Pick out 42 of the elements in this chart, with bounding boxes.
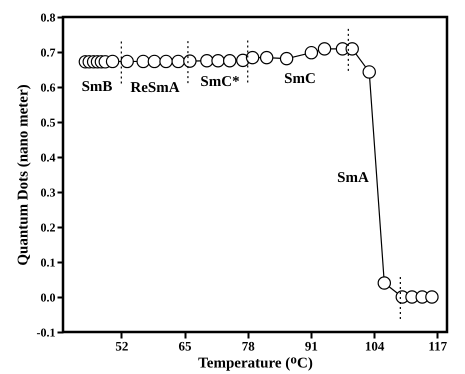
y-tick-label: 0.8: [40, 10, 56, 24]
y-tick-label: 0.5: [40, 116, 56, 130]
x-tick-label: 52: [115, 338, 128, 354]
y-axis-title: Quantum Dots (nano meter): [16, 84, 32, 266]
y-tick-label: 0.7: [40, 46, 56, 60]
x-tick-label: 117: [428, 338, 448, 354]
y-tick-label: 0.2: [40, 220, 56, 234]
point: [148, 54, 162, 68]
point: [200, 54, 214, 68]
point: [120, 54, 134, 68]
y-tick-label: 0.3: [40, 186, 56, 200]
point: [378, 276, 392, 290]
point: [280, 52, 294, 66]
point: [183, 54, 197, 68]
point: [345, 42, 359, 56]
point: [425, 290, 439, 304]
annotation: SmA: [337, 170, 369, 186]
point: [362, 65, 376, 79]
point: [318, 42, 332, 56]
x-tick-label: 78: [242, 338, 256, 354]
point: [136, 54, 150, 68]
y-tick-label: 0.6: [40, 80, 56, 94]
y-tick-label: -0.1: [36, 326, 56, 340]
y-tick-label: 0.4: [40, 150, 56, 164]
x-tick-label: 91: [304, 338, 318, 354]
annotation: SmC: [284, 71, 316, 87]
x-tick-label: 104: [364, 338, 385, 354]
point: [260, 50, 274, 64]
y-tick-label: 0.0: [40, 290, 56, 304]
annotation: SmB: [82, 79, 112, 95]
x-axis-title: Temperature (ᴼC): [198, 356, 313, 372]
annotation: ReSmA: [130, 80, 180, 96]
x-tick-label: 65: [178, 338, 192, 354]
point: [223, 54, 236, 68]
point: [171, 54, 185, 68]
point: [106, 54, 120, 68]
point: [211, 54, 225, 68]
point: [246, 50, 260, 64]
point: [159, 54, 173, 68]
annotation: SmC*: [200, 74, 240, 90]
y-tick-label: 0.1: [40, 256, 56, 270]
point: [304, 46, 318, 60]
